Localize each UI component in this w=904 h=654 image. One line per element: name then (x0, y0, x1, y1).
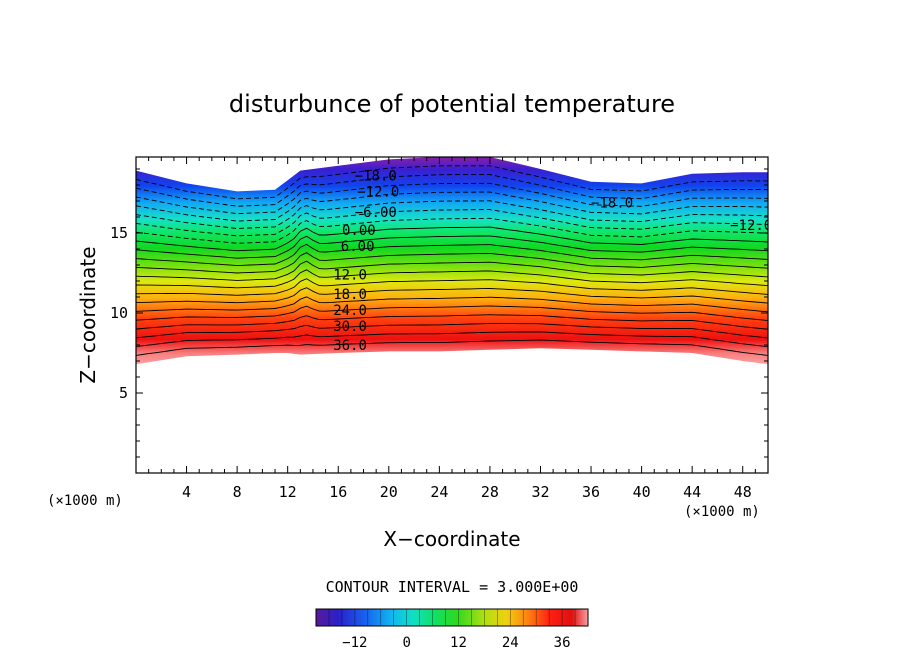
contour-label: 6.00 (341, 239, 375, 255)
x-tick-label: 48 (734, 483, 752, 501)
contour-label: 36.0 (333, 338, 367, 354)
x-tick-label: 12 (279, 483, 297, 501)
contour-line (136, 226, 768, 252)
contour-label: −18.0 (591, 196, 633, 212)
contour-line (136, 269, 768, 289)
contour-line (136, 182, 768, 215)
contour-line (136, 243, 768, 267)
x-unit-right-label: (×1000 m) (684, 504, 760, 520)
contour-line (136, 165, 768, 200)
y-tick-label: 15 (110, 224, 128, 242)
contour-line (136, 287, 768, 304)
x-tick-label: 40 (633, 483, 651, 501)
x-tick-label: 36 (582, 483, 600, 501)
colorbar-tick-label: 12 (450, 635, 467, 651)
contour-line (136, 252, 768, 274)
colorbar-tick-label: 36 (554, 635, 571, 651)
contour-label: −12.0 (730, 218, 772, 234)
contour-line (136, 278, 768, 296)
x-tick-label: 20 (380, 483, 398, 501)
x-tick-label: 28 (481, 483, 499, 501)
contour-line (136, 209, 768, 237)
colorbar-tick-label: 24 (502, 635, 519, 651)
contour-label: 0.00 (342, 223, 376, 239)
contour-line (136, 331, 768, 348)
colorbar-ticks: −12 0 12 24 36 (342, 635, 570, 651)
contour-lines (136, 165, 768, 356)
contour-label: −12.0 (357, 184, 399, 200)
y-axis-title: Z−coordinate (76, 246, 100, 383)
x-unit-left-label: (×1000 m) (47, 493, 123, 509)
y-tick-label: 5 (119, 384, 128, 402)
contour-line (136, 200, 768, 229)
contour-line (136, 217, 768, 244)
contour-label: 24.0 (333, 303, 367, 319)
contour-label: 18.0 (333, 287, 367, 303)
contour-label: 12.0 (333, 268, 367, 284)
x-tick-label: 24 (430, 483, 448, 501)
contour-line (136, 235, 768, 259)
contour-label: −18.0 (355, 168, 397, 184)
x-tick-label: 16 (329, 483, 347, 501)
x-axis-ticks: 4 8 12 16 20 24 28 32 36 40 44 48 (148, 157, 756, 501)
contour-line (136, 174, 768, 207)
contour-labels: −18.0−12.0−6.000.006.0012.018.024.030.03… (333, 168, 772, 354)
contour-line (136, 191, 768, 222)
colorbar-tick-label: 0 (402, 635, 410, 651)
x-tick-label: 8 (233, 483, 242, 501)
contour-interval-label: CONTOUR INTERVAL = 3.000E+00 (326, 578, 579, 596)
y-axis-ticks: 5 10 15 (110, 168, 768, 458)
contour-label: 30.0 (333, 319, 367, 335)
y-tick-label: 10 (110, 304, 128, 322)
contour-line (136, 323, 768, 339)
colorbar-tick-label: −12 (342, 635, 367, 651)
x-axis-title: X−coordinate (383, 527, 520, 551)
contour-line (136, 260, 768, 281)
contour-line (136, 305, 768, 322)
chart-title: disturbunce of potential temperature (229, 90, 675, 118)
contour-line (136, 296, 768, 313)
contour-label: −6.00 (355, 205, 397, 221)
colorbar (315, 608, 589, 627)
x-tick-label: 4 (182, 483, 191, 501)
x-tick-label: 44 (683, 483, 701, 501)
contour-line (136, 314, 768, 330)
x-tick-label: 32 (531, 483, 549, 501)
contour-line (136, 339, 768, 356)
colorbar-segments (328, 609, 576, 626)
